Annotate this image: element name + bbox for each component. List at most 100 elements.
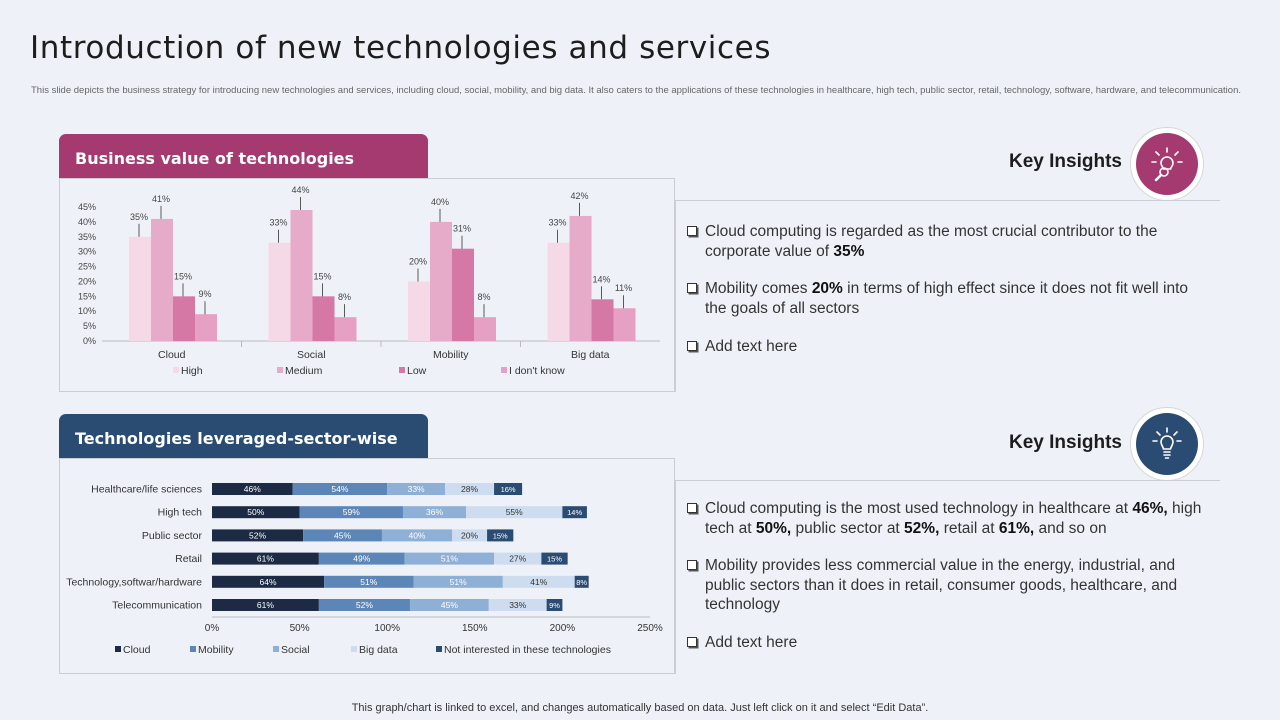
stacked-bar-segment[interactable]: [546, 599, 563, 611]
data-label: 35%: [130, 212, 148, 222]
legend-swatch: [501, 367, 507, 373]
bar-mobility-i-don-t-know[interactable]: [474, 317, 496, 341]
y-tick-label: 10%: [78, 306, 96, 316]
y-tick-label: 15%: [78, 291, 96, 301]
sector-tech-chart[interactable]: 0% 50% 100% 150% 200% 250% Healthcare/life sci…: [59, 458, 675, 674]
insight-2-bullet-2: Mobility provides less commercial value …: [686, 556, 1206, 615]
stacked-bar-segment[interactable]: [452, 529, 488, 542]
bar-mobility-medium[interactable]: [430, 221, 452, 341]
data-label: 8%: [338, 292, 351, 302]
stacked-bar-segment[interactable]: [318, 599, 410, 611]
segment-label: 52%: [249, 530, 266, 540]
data-label: 14%: [592, 274, 610, 284]
key-insights-title-1: Key Insights: [1009, 151, 1122, 172]
segment-label: 59%: [343, 507, 360, 517]
legend-label: Low: [407, 365, 427, 377]
y-tick-label: 40%: [78, 217, 96, 227]
bar-mobility-high[interactable]: [408, 281, 430, 341]
stacked-bar-segment[interactable]: [212, 575, 325, 588]
bullet-highlight: 46%,: [1132, 500, 1168, 517]
legend-swatch: [277, 367, 283, 373]
stacked-bar-segment[interactable]: [402, 506, 467, 519]
legend-swatch: [399, 367, 405, 373]
stacked-bar-segment[interactable]: [487, 529, 514, 542]
legend-label: Big data: [359, 644, 398, 656]
bullet-highlight: 50%,: [755, 519, 792, 537]
insight-2-bullet-1: Cloud computing is the most used technol…: [686, 499, 1206, 538]
business-value-chart[interactable]: 0% 5% 10% 15% 20% 25% 30% 35% 40% 45% 35% 41% 15% 9% C…: [59, 178, 675, 392]
bar-social-i-don-t-know[interactable]: [334, 317, 357, 341]
insight-1-bullet-1: Cloud computing is regarded as the most …: [686, 222, 1206, 261]
legend-label: Mobility: [198, 644, 234, 656]
legend-swatch: [436, 646, 442, 652]
data-label: 40%: [431, 197, 449, 207]
stacked-bar-segment[interactable]: [488, 599, 547, 611]
x-tick-label: 0%: [205, 623, 220, 634]
stacked-bar-segment[interactable]: [541, 552, 568, 565]
stacked-bar-segment[interactable]: [409, 599, 489, 611]
stacked-bar-segment[interactable]: [212, 506, 300, 519]
bar-cloud-high[interactable]: [129, 236, 151, 341]
bar-social-low[interactable]: [312, 296, 335, 341]
x-category-label: Big data: [571, 349, 610, 361]
stacked-bar-segment[interactable]: [303, 529, 382, 542]
legend-swatch: [351, 646, 357, 652]
bar-social-medium[interactable]: [290, 209, 313, 341]
stacked-bar-segment[interactable]: [494, 483, 523, 495]
stacked-bar-segment[interactable]: [562, 506, 587, 519]
stacked-bar-segment[interactable]: [502, 575, 575, 588]
stacked-bar-segment[interactable]: [292, 483, 388, 495]
sector-tech-header: Technologies leveraged-sector-wise: [59, 414, 428, 459]
segment-label: 51%: [450, 577, 467, 587]
y-category-label: High tech: [158, 507, 203, 519]
legend-swatch: [190, 646, 196, 652]
bar-mobility-low[interactable]: [452, 248, 474, 341]
segment-label: 20%: [461, 530, 478, 540]
segment-label: 28%: [461, 484, 478, 494]
bar-big-data-i-don-t-know[interactable]: [613, 308, 636, 341]
segment-label: 51%: [360, 577, 377, 587]
bullet-text: public sector at: [791, 519, 905, 537]
data-label: 15%: [174, 271, 192, 281]
data-label: 20%: [409, 256, 427, 266]
stacked-bar-segment[interactable]: [212, 529, 304, 542]
segment-label: 8%: [576, 578, 587, 587]
bar-social-high[interactable]: [268, 242, 291, 341]
stacked-bar-segment[interactable]: [404, 552, 495, 565]
stacked-bar-segment[interactable]: [324, 575, 414, 588]
stacked-bar-segment[interactable]: [445, 483, 495, 495]
stacked-bar-segment[interactable]: [381, 529, 453, 542]
data-label: 33%: [269, 218, 287, 228]
stacked-bar-segment[interactable]: [212, 483, 293, 495]
data-label: 44%: [291, 185, 309, 195]
bar-cloud-medium[interactable]: [151, 218, 173, 341]
stacked-bar-segment[interactable]: [413, 575, 503, 588]
segment-label: 33%: [408, 484, 425, 494]
stacked-bar-segment[interactable]: [299, 506, 403, 519]
stacked-bar-segment[interactable]: [212, 599, 319, 611]
bar-big-data-low[interactable]: [591, 299, 614, 341]
bar-big-data-medium[interactable]: [569, 215, 592, 341]
legend-swatch: [173, 367, 179, 373]
bar-big-data-high[interactable]: [547, 242, 570, 341]
stacked-bar-segment[interactable]: [212, 552, 319, 565]
stacked-bar-segment[interactable]: [318, 552, 405, 565]
checkbox-bullet-icon: [687, 503, 697, 513]
segment-label: 16%: [501, 485, 516, 494]
checkbox-bullet-icon: [687, 637, 697, 647]
y-tick-label: 5%: [83, 321, 96, 331]
bullet-text: and so on: [1034, 519, 1107, 537]
stacked-bar-segment[interactable]: [387, 483, 446, 495]
y-tick-label: 20%: [78, 276, 96, 286]
segment-label: 50%: [247, 507, 264, 517]
stacked-bar-segment[interactable]: [466, 506, 563, 519]
stacked-bar-segment[interactable]: [494, 552, 542, 565]
stacked-bar-segment[interactable]: [574, 575, 589, 588]
bar-cloud-i-don-t-know[interactable]: [195, 314, 217, 341]
bullet-text: Mobility comes: [705, 280, 812, 297]
segment-label: 52%: [356, 600, 373, 610]
key-insights-box-1: Cloud computing is regarded as the most …: [675, 200, 1220, 392]
segment-label: 54%: [331, 484, 348, 494]
bar-cloud-low[interactable]: [173, 296, 195, 341]
segment-label: 55%: [506, 507, 523, 517]
